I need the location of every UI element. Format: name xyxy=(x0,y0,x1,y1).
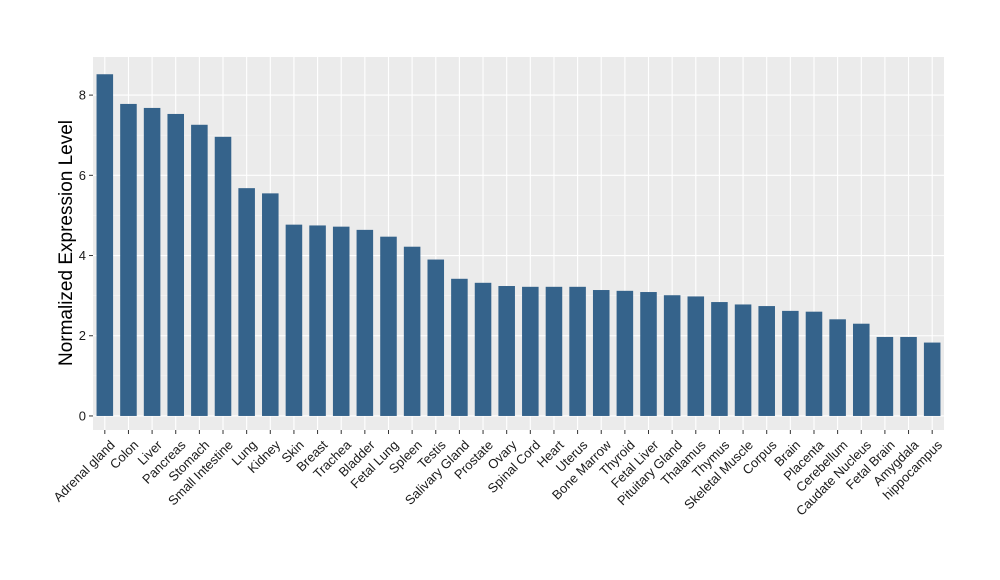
bar-prostate xyxy=(474,282,492,416)
bar-adrenal-gland xyxy=(96,74,114,416)
bar-uterus xyxy=(569,286,586,416)
bar-thymus xyxy=(711,302,728,416)
bar-small-intestine xyxy=(214,136,232,416)
bar-corpus xyxy=(758,306,775,416)
y-axis: 0 2 4 6 8 xyxy=(79,88,93,423)
bar-bladder xyxy=(356,229,374,416)
bar-skin xyxy=(285,224,303,416)
bar-cerebellum xyxy=(829,319,846,416)
bar-thyroid xyxy=(616,290,634,416)
bar-testis xyxy=(427,259,445,416)
bar-skeletal-muscle xyxy=(734,304,752,416)
bar-colon xyxy=(120,103,137,416)
bar-fetal-brain xyxy=(876,336,894,416)
plot-panel xyxy=(93,57,944,430)
bars xyxy=(96,74,941,416)
bar-fetal-lung xyxy=(380,236,397,416)
bar-pituitary-gland xyxy=(663,295,681,416)
bar-kidney xyxy=(262,193,279,416)
bar-lung xyxy=(238,188,255,416)
bar-trachea xyxy=(332,226,350,416)
y-tick-label: 8 xyxy=(79,88,86,103)
bar-fetal-liver xyxy=(640,292,657,416)
bar-bone-marrow xyxy=(592,290,610,416)
bar-stomach xyxy=(191,124,208,416)
bar-caudate-nucleus xyxy=(852,323,870,416)
bar-amygdala xyxy=(900,336,917,416)
y-axis-title: Normalized Expression Level xyxy=(56,120,77,366)
bar-brain xyxy=(782,310,799,416)
bar-ovary xyxy=(498,286,515,416)
bar-liver xyxy=(143,107,161,416)
bar-pancreas xyxy=(167,113,185,416)
y-tick-label: 2 xyxy=(79,328,86,343)
bar-spleen xyxy=(403,246,421,416)
bar-hippocampus xyxy=(923,342,941,416)
bar-thalamus xyxy=(687,296,705,416)
y-tick-label: 6 xyxy=(79,168,86,183)
bar-placenta xyxy=(805,311,823,416)
bar-salivary-gland xyxy=(451,278,468,416)
y-tick-label: 0 xyxy=(79,408,86,423)
bar-heart xyxy=(545,286,563,416)
bar-spinal-cord xyxy=(522,286,539,416)
bar-breast xyxy=(309,225,326,416)
x-axis: Adrenal glandColonLiverPancreasStomachSm… xyxy=(50,430,945,518)
y-tick-label: 4 xyxy=(79,248,86,263)
x-tick-label: Adrenal gland xyxy=(50,437,117,504)
